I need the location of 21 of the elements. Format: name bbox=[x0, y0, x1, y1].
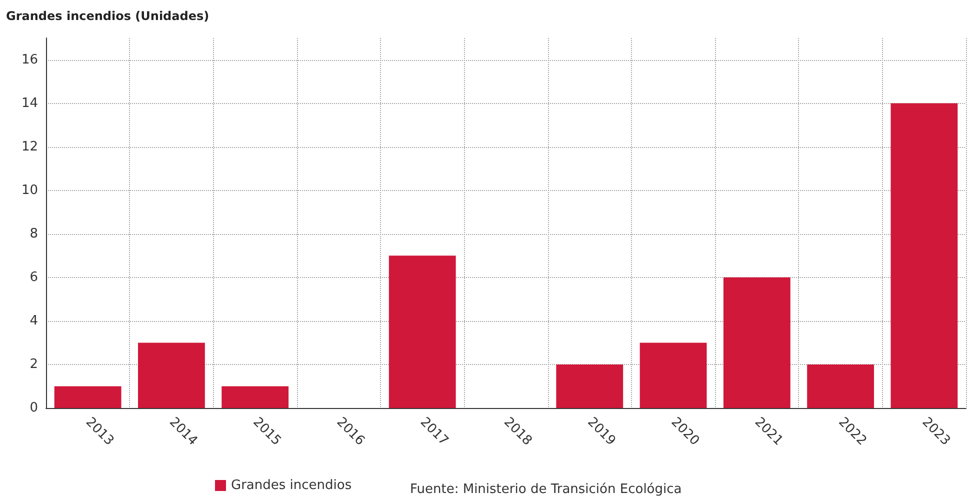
source-note: Fuente: Ministerio de Transición Ecológica bbox=[410, 482, 682, 497]
legend-label: Grandes incendios bbox=[231, 478, 352, 493]
y-tick-label: 6 bbox=[30, 270, 38, 285]
bar bbox=[640, 342, 707, 408]
y-axis-title: Grandes incendios (Unidades) bbox=[6, 9, 210, 23]
bar bbox=[723, 277, 790, 408]
y-tick-label: 2 bbox=[30, 356, 38, 372]
bar bbox=[388, 256, 456, 408]
y-tick-label: 8 bbox=[30, 226, 38, 242]
bar bbox=[807, 364, 874, 408]
y-tick-label: 10 bbox=[21, 182, 38, 198]
bar bbox=[222, 386, 289, 408]
y-tick-label: 14 bbox=[21, 96, 38, 111]
y-tick-label: 4 bbox=[30, 313, 38, 328]
y-tick-label: 16 bbox=[21, 52, 38, 68]
bar bbox=[556, 364, 624, 408]
y-tick-label: 12 bbox=[21, 139, 38, 154]
bar bbox=[890, 103, 958, 408]
bar bbox=[54, 386, 122, 408]
bar bbox=[138, 342, 205, 408]
y-tick-label: 0 bbox=[30, 400, 38, 416]
